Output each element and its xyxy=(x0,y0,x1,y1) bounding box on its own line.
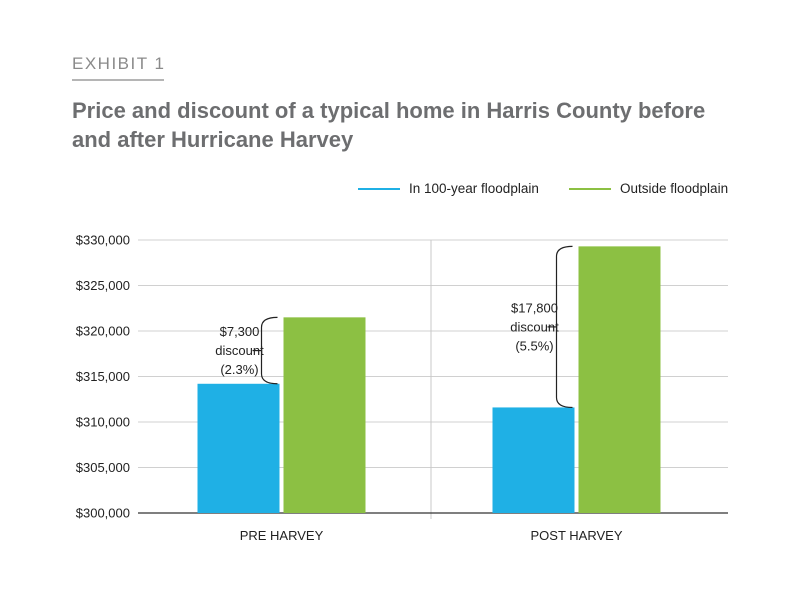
legend-item-floodplain: In 100-year floodplain xyxy=(358,181,539,196)
y-tick-label: $330,000 xyxy=(76,233,130,248)
x-category-label: PRE HARVEY xyxy=(240,528,324,543)
legend: In 100-year floodplain Outside floodplai… xyxy=(0,181,800,201)
y-tick-label: $320,000 xyxy=(76,324,130,339)
bar-floodplain xyxy=(197,383,280,513)
y-tick-label: $315,000 xyxy=(76,369,130,384)
legend-label-outside: Outside floodplain xyxy=(620,181,729,196)
legend-swatch-outside xyxy=(569,187,611,190)
exhibit-underline xyxy=(72,79,164,81)
discount-bracket xyxy=(555,245,573,409)
y-tick-label: $305,000 xyxy=(76,460,130,475)
y-tick-label: $310,000 xyxy=(76,415,130,430)
discount-annotation-line: $17,800 xyxy=(511,300,558,315)
discount-annotation-line: $7,300 xyxy=(220,324,260,339)
bar-floodplain xyxy=(492,407,575,513)
legend-item-outside: Outside floodplain xyxy=(569,181,728,196)
bar-outside xyxy=(283,317,366,513)
discount-annotation-line: (2.3%) xyxy=(220,362,258,377)
legend-label-floodplain: In 100-year floodplain xyxy=(409,181,539,196)
discount-annotation-line: (5.5%) xyxy=(515,338,553,353)
x-category-label: POST HARVEY xyxy=(531,528,623,543)
bar-outside xyxy=(578,246,661,513)
exhibit-label: EXHIBIT 1 xyxy=(72,54,166,73)
y-tick-label: $300,000 xyxy=(76,506,130,521)
legend-swatch-floodplain xyxy=(358,187,400,190)
discount-bracket xyxy=(260,316,278,385)
chart-title: Price and discount of a typical home in … xyxy=(72,98,706,152)
y-tick-label: $325,000 xyxy=(76,278,130,293)
discount-annotation-line: discount xyxy=(510,319,559,334)
discount-annotation-line: discount xyxy=(215,343,264,358)
